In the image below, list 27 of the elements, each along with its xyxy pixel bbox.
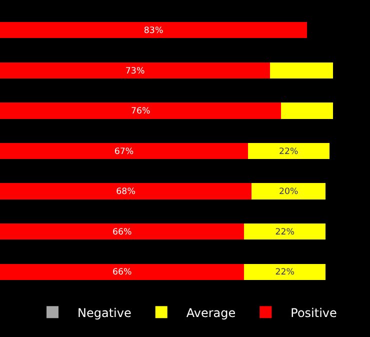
data-label: 66% <box>112 227 132 238</box>
bar <box>244 224 326 240</box>
data-label: 20% <box>278 187 298 198</box>
bar <box>0 102 282 119</box>
data-label: 68% <box>116 187 136 198</box>
data-label: 83% <box>144 26 164 36</box>
bar <box>270 62 333 78</box>
bar <box>248 142 330 160</box>
bar <box>244 264 326 280</box>
bar <box>0 62 270 78</box>
bar <box>0 224 244 240</box>
data-label: 22% <box>278 146 298 157</box>
data-label: 73% <box>125 66 145 76</box>
bar <box>0 183 252 200</box>
legend-label: Positive <box>290 306 337 320</box>
data-label: 22% <box>275 227 295 238</box>
data-label: 76% <box>130 106 150 117</box>
bar <box>252 183 326 200</box>
legend-label: Average <box>186 306 236 320</box>
data-label: 22% <box>275 268 295 278</box>
data-label: 66% <box>112 268 132 278</box>
bar <box>0 22 308 38</box>
data-label: 67% <box>114 146 134 157</box>
bar <box>281 102 333 119</box>
legend-label: Negative <box>78 306 132 320</box>
bar <box>0 264 244 280</box>
bar <box>0 142 248 160</box>
